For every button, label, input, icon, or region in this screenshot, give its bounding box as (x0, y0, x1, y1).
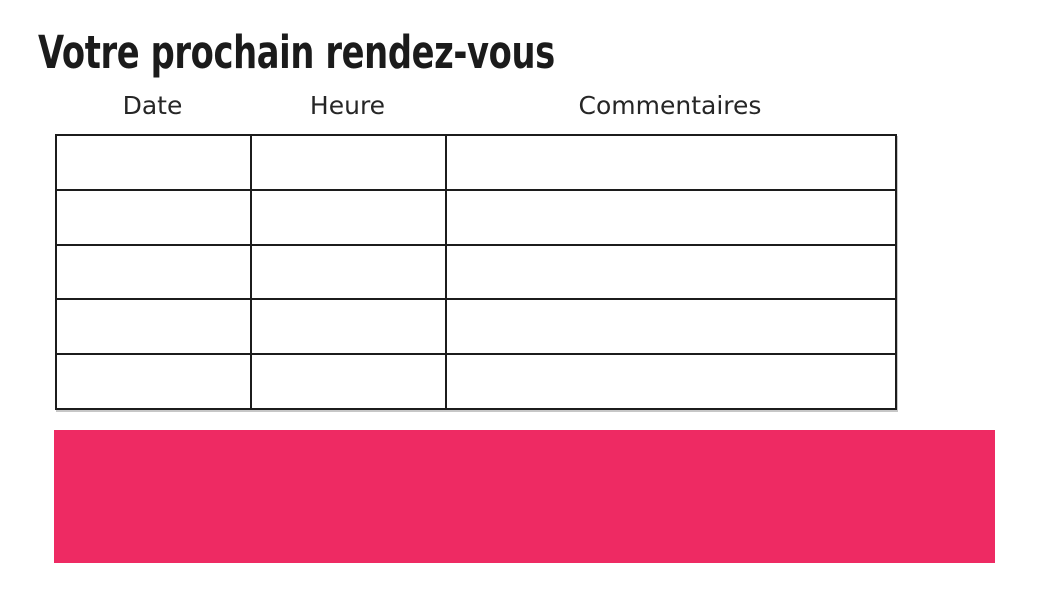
table-header-row: Date Heure Commentaires (55, 92, 895, 120)
table-cell (55, 243, 252, 301)
table-cell (445, 353, 897, 410)
pink-banner (54, 430, 995, 563)
table-cell (445, 298, 897, 356)
table-row (55, 298, 897, 356)
column-header-heure: Heure (309, 91, 386, 120)
table-cell (445, 243, 897, 301)
table-cell (250, 243, 447, 301)
table-cell (250, 298, 447, 356)
appointments-table (55, 134, 897, 410)
table-row (55, 134, 897, 191)
table-cell (250, 188, 447, 246)
table-cell (445, 134, 897, 191)
table-cell (55, 353, 252, 410)
table-cell (250, 353, 447, 410)
table-cell (445, 188, 897, 246)
appointments-table-body (55, 134, 897, 410)
table-row (55, 188, 897, 246)
table-cell (55, 298, 252, 356)
table-cell (55, 188, 252, 246)
page-title: Votre prochain rendez-vous (38, 26, 555, 79)
table-row (55, 243, 897, 301)
table-cell (55, 134, 252, 191)
table-cell (250, 134, 447, 191)
column-header-date: Date (122, 91, 183, 120)
column-header-commentaires: Commentaires (578, 91, 762, 120)
table-row (55, 353, 897, 410)
